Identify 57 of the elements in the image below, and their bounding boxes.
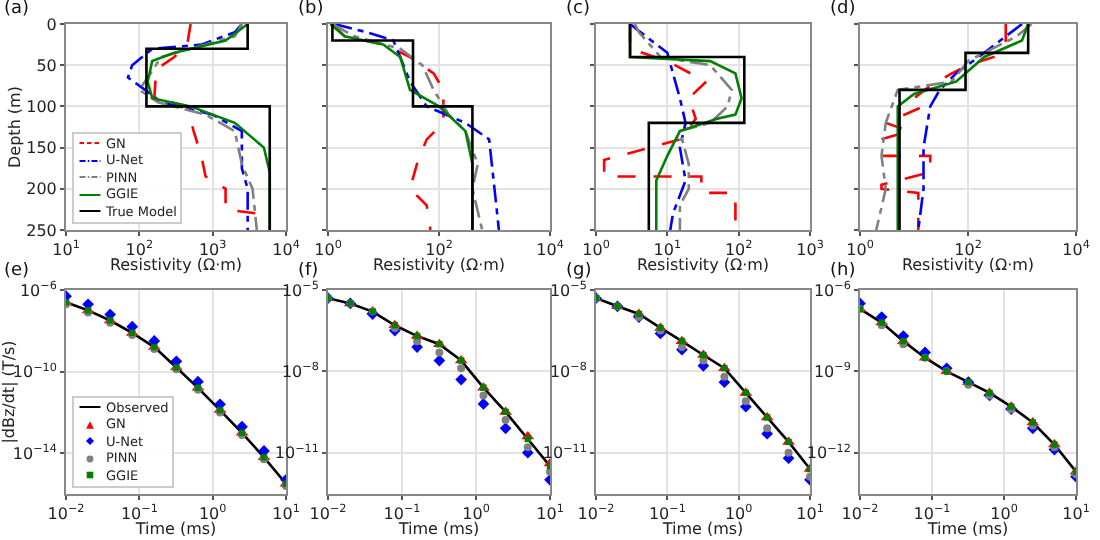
y-tick-label: 10$^{−6}$ — [813, 278, 852, 300]
x-axis-title: Time (ms) — [396, 520, 480, 538]
y-tick-label: 10$^{−11}$ — [274, 441, 320, 463]
x-tick-label: 10$^{2}$ — [425, 238, 453, 260]
x-tick-label: 10$^{2}$ — [724, 238, 753, 260]
x-axis-title: Resistivity (Ω·m) — [636, 256, 770, 274]
x-axis-title: Resistivity (Ω·m) — [901, 256, 1035, 274]
x-axis-title: Resistivity (Ω·m) — [372, 256, 506, 274]
x-tick-label: 10$^{−2}$ — [577, 502, 615, 524]
x-tick-label: 10$^{2}$ — [954, 238, 982, 260]
y-tick-label: 10$^{−8}$ — [549, 360, 588, 381]
x-tick-label: 10$^{4}$ — [1062, 238, 1091, 260]
y-tick-label: 10$^{−9}$ — [813, 360, 852, 381]
y-tick-label: 100 — [26, 98, 57, 116]
y-axis-title: Depth (m) — [5, 86, 24, 168]
x-tick-label: 10$^{−2}$ — [47, 502, 85, 524]
y-tick-label: 10$^{−8}$ — [281, 360, 320, 381]
x-tick-label: 10$^{0}$ — [724, 502, 754, 524]
y-tick-label: 10$^{−10}$ — [12, 360, 58, 382]
x-tick-label: 10$^{−2}$ — [309, 502, 347, 524]
y-tick-label: 10$^{−5}$ — [549, 278, 588, 300]
x-tick-label: 10$^{0}$ — [582, 238, 611, 260]
x-tick-label: 10$^{−1}$ — [383, 502, 422, 524]
x-tick-label: 10$^{1}$ — [536, 502, 565, 524]
x-tick-label: 10$^{0}$ — [462, 502, 491, 524]
x-tick-label: 10$^{−2}$ — [841, 502, 879, 524]
x-tick-label: 10$^{4}$ — [272, 238, 301, 260]
y-tick-label: 50 — [36, 56, 57, 75]
x-tick-label: 10$^{2}$ — [125, 238, 154, 260]
x-tick-label: 10$^{0}$ — [198, 502, 228, 524]
x-axis-title: Time (ms) — [660, 520, 744, 538]
y-tick-label: 200 — [26, 180, 57, 199]
x-tick-label: 10$^{4}$ — [536, 238, 565, 260]
y-tick-label: 10$^{−14}$ — [12, 442, 58, 463]
x-tick-label: 10$^{0}$ — [314, 238, 343, 260]
x-tick-label: 10$^{−1}$ — [648, 502, 687, 524]
x-tick-label: 10$^{1}$ — [272, 502, 301, 524]
x-tick-label: 10$^{1}$ — [52, 238, 81, 260]
x-tick-label: 10$^{0}$ — [990, 502, 1019, 524]
y-tick-label: 10$^{−12}$ — [806, 441, 851, 463]
y-tick-label: 250 — [26, 221, 57, 240]
x-tick-label: 10$^{1}$ — [653, 238, 682, 260]
y-tick-label: 10$^{−6}$ — [19, 278, 58, 300]
x-tick-label: 10$^{1}$ — [796, 502, 825, 524]
x-tick-label: 10$^{0}$ — [846, 238, 875, 260]
y-tick-label: 0 — [46, 15, 57, 34]
x-axis-title: Resistivity (Ω·m) — [109, 256, 243, 274]
x-tick-label: 10$^{−1}$ — [120, 502, 159, 524]
x-tick-label: 10$^{−1}$ — [913, 502, 952, 524]
x-tick-label: 10$^{3}$ — [198, 238, 228, 260]
y-tick-label: 10$^{−5}$ — [281, 278, 320, 300]
x-axis-title: Time (ms) — [133, 520, 217, 538]
x-tick-label: 10$^{3}$ — [796, 238, 825, 260]
x-axis-title: Time (ms) — [925, 520, 1009, 538]
x-tick-label: 10$^{1}$ — [1062, 502, 1091, 524]
y-tick-label: 150 — [26, 139, 57, 158]
y-tick-label: 10$^{−11}$ — [542, 441, 588, 463]
